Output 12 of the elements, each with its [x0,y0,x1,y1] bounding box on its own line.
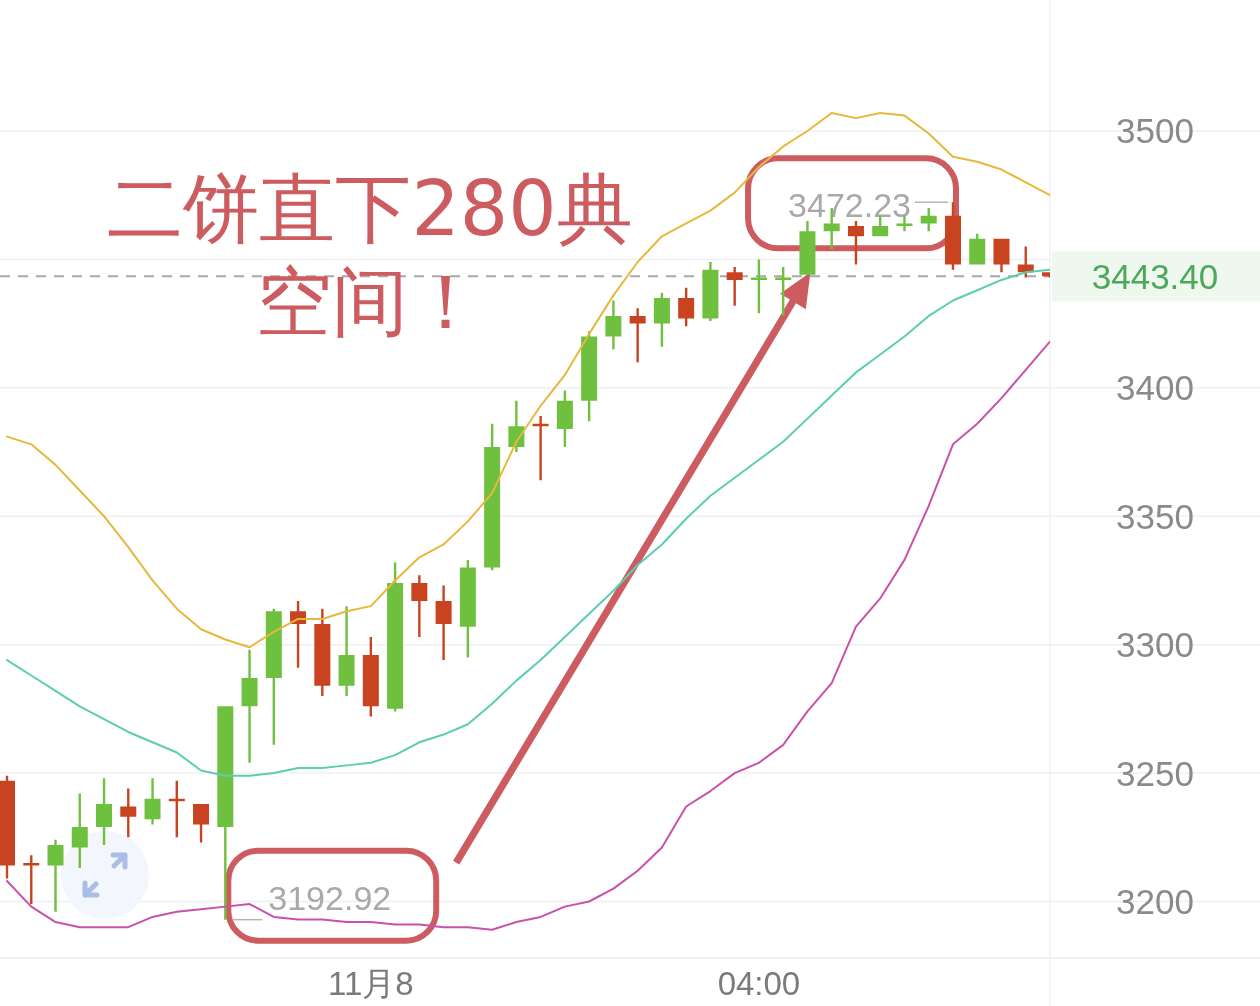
annotation: 二饼直下280典空间！ [107,163,633,346]
y-tick-label: 3500 [1116,111,1194,151]
y-tick-label: 3200 [1116,882,1194,921]
y-tick-label: 3300 [1116,625,1194,665]
x-tick-label: 11月8 [328,964,414,1002]
y-tick-label: 3400 [1116,368,1194,408]
y-tick-label: 3350 [1116,496,1194,536]
ref-line-label: 3443.40 [1091,256,1219,296]
annotation: 3192.92 [268,878,392,917]
annotation: 3472.23 [788,186,911,225]
x-tick-label: 04:00 [717,964,801,1002]
y-tick-label: 3250 [1116,753,1194,793]
